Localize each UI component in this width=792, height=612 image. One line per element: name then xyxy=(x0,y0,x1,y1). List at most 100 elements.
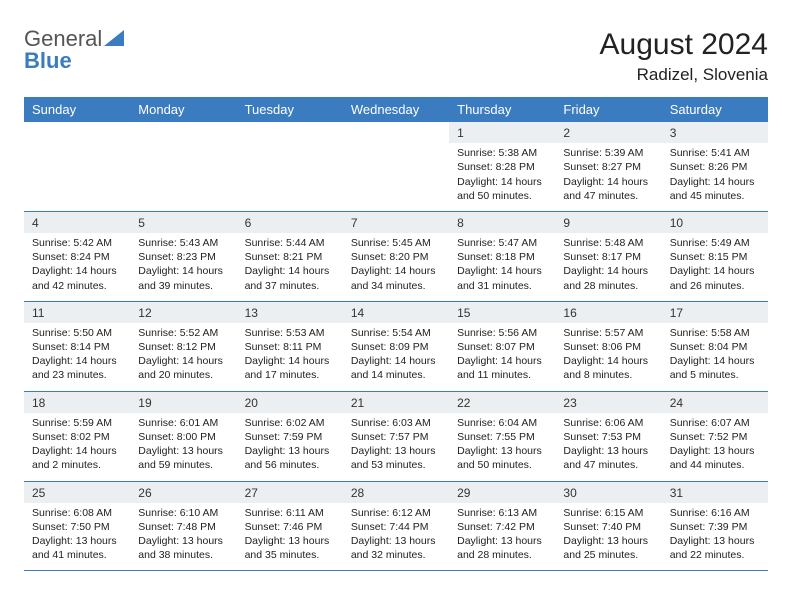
day-number-cell: 16 xyxy=(555,301,661,323)
col-thursday: Thursday xyxy=(449,97,555,122)
daynum-row: 45678910 xyxy=(24,211,768,233)
calendar-body: 123Sunrise: 5:38 AMSunset: 8:28 PMDaylig… xyxy=(24,122,768,571)
day-detail-line: and 38 minutes. xyxy=(138,548,228,562)
day-number: 23 xyxy=(555,392,661,413)
day-detail-line: Sunrise: 5:56 AM xyxy=(457,326,547,340)
day-cell-body: Sunrise: 5:52 AMSunset: 8:12 PMDaylight:… xyxy=(130,323,236,391)
day-number-cell: 8 xyxy=(449,211,555,233)
day-number-cell: 7 xyxy=(343,211,449,233)
day-detail-line: Daylight: 13 hours xyxy=(563,444,653,458)
day-number: 31 xyxy=(662,482,768,503)
day-detail-line: Sunset: 8:06 PM xyxy=(563,340,653,354)
calendar-table: Sunday Monday Tuesday Wednesday Thursday… xyxy=(24,97,768,571)
location: Radizel, Slovenia xyxy=(600,65,768,85)
month-title: August 2024 xyxy=(600,28,768,62)
col-monday: Monday xyxy=(130,97,236,122)
day-detail-line: Sunrise: 5:53 AM xyxy=(245,326,335,340)
day-cell-body: Sunrise: 6:10 AMSunset: 7:48 PMDaylight:… xyxy=(130,503,236,571)
day-detail-line: and 25 minutes. xyxy=(563,548,653,562)
day-detail-line: and 34 minutes. xyxy=(351,279,441,293)
day-cell: Sunrise: 5:39 AMSunset: 8:27 PMDaylight:… xyxy=(555,143,661,211)
day-detail-line: Daylight: 14 hours xyxy=(32,264,122,278)
day-detail-line: and 39 minutes. xyxy=(138,279,228,293)
day-detail-line: Sunrise: 5:45 AM xyxy=(351,236,441,250)
day-detail-line: Sunrise: 5:52 AM xyxy=(138,326,228,340)
day-cell: Sunrise: 5:50 AMSunset: 8:14 PMDaylight:… xyxy=(24,323,130,391)
day-cell-body: Sunrise: 5:49 AMSunset: 8:15 PMDaylight:… xyxy=(662,233,768,301)
day-detail-line: Daylight: 14 hours xyxy=(670,354,760,368)
day-detail-line: and 17 minutes. xyxy=(245,368,335,382)
day-number: 3 xyxy=(662,122,768,143)
day-cell: Sunrise: 6:11 AMSunset: 7:46 PMDaylight:… xyxy=(237,503,343,571)
day-number: 21 xyxy=(343,392,449,413)
day-cell: Sunrise: 6:16 AMSunset: 7:39 PMDaylight:… xyxy=(662,503,768,571)
day-cell-body: Sunrise: 5:50 AMSunset: 8:14 PMDaylight:… xyxy=(24,323,130,391)
day-detail-line: Sunset: 8:02 PM xyxy=(32,430,122,444)
day-detail-line: Sunrise: 5:50 AM xyxy=(32,326,122,340)
day-detail-line: Daylight: 14 hours xyxy=(457,175,547,189)
day-cell: Sunrise: 5:52 AMSunset: 8:12 PMDaylight:… xyxy=(130,323,236,391)
day-number: 26 xyxy=(130,482,236,503)
day-detail-line: Sunset: 7:53 PM xyxy=(563,430,653,444)
day-cell-body: Sunrise: 5:39 AMSunset: 8:27 PMDaylight:… xyxy=(555,143,661,211)
day-number-cell: 9 xyxy=(555,211,661,233)
day-cell-body: Sunrise: 6:15 AMSunset: 7:40 PMDaylight:… xyxy=(555,503,661,571)
day-detail-line: Sunrise: 5:41 AM xyxy=(670,146,760,160)
day-detail-line: and 37 minutes. xyxy=(245,279,335,293)
day-cell: Sunrise: 5:54 AMSunset: 8:09 PMDaylight:… xyxy=(343,323,449,391)
day-cell-body: Sunrise: 5:47 AMSunset: 8:18 PMDaylight:… xyxy=(449,233,555,301)
day-detail-line: Daylight: 13 hours xyxy=(670,534,760,548)
day-cell: Sunrise: 6:10 AMSunset: 7:48 PMDaylight:… xyxy=(130,503,236,571)
day-detail-line: and 28 minutes. xyxy=(457,548,547,562)
day-number: 24 xyxy=(662,392,768,413)
day-number-cell xyxy=(237,122,343,143)
day-number: 16 xyxy=(555,302,661,323)
col-tuesday: Tuesday xyxy=(237,97,343,122)
week-row: Sunrise: 5:50 AMSunset: 8:14 PMDaylight:… xyxy=(24,323,768,391)
day-number-cell: 31 xyxy=(662,481,768,503)
day-detail-line: Sunrise: 6:02 AM xyxy=(245,416,335,430)
day-number: 25 xyxy=(24,482,130,503)
week-row: Sunrise: 5:38 AMSunset: 8:28 PMDaylight:… xyxy=(24,143,768,211)
day-number: 15 xyxy=(449,302,555,323)
day-cell: Sunrise: 6:03 AMSunset: 7:57 PMDaylight:… xyxy=(343,413,449,481)
day-number: 11 xyxy=(24,302,130,323)
day-number: 30 xyxy=(555,482,661,503)
day-number-cell: 27 xyxy=(237,481,343,503)
day-detail-line: and 42 minutes. xyxy=(32,279,122,293)
day-number: 20 xyxy=(237,392,343,413)
day-detail-line: Sunset: 8:21 PM xyxy=(245,250,335,264)
day-number xyxy=(24,122,130,143)
day-number: 17 xyxy=(662,302,768,323)
day-detail-line: and 2 minutes. xyxy=(32,458,122,472)
day-detail-line: Sunset: 8:18 PM xyxy=(457,250,547,264)
day-detail-line: and 32 minutes. xyxy=(351,548,441,562)
day-cell-body: Sunrise: 5:43 AMSunset: 8:23 PMDaylight:… xyxy=(130,233,236,301)
day-cell: Sunrise: 5:58 AMSunset: 8:04 PMDaylight:… xyxy=(662,323,768,391)
day-detail-line: and 53 minutes. xyxy=(351,458,441,472)
day-cell-body: Sunrise: 5:54 AMSunset: 8:09 PMDaylight:… xyxy=(343,323,449,391)
day-detail-line: Sunrise: 5:38 AM xyxy=(457,146,547,160)
week-row: Sunrise: 5:42 AMSunset: 8:24 PMDaylight:… xyxy=(24,233,768,301)
day-cell: Sunrise: 5:56 AMSunset: 8:07 PMDaylight:… xyxy=(449,323,555,391)
day-detail-line: Daylight: 14 hours xyxy=(457,264,547,278)
day-detail-line: Daylight: 13 hours xyxy=(457,444,547,458)
weekday-header-row: Sunday Monday Tuesday Wednesday Thursday… xyxy=(24,97,768,122)
day-detail-line: Sunset: 8:26 PM xyxy=(670,160,760,174)
day-detail-line: Daylight: 14 hours xyxy=(351,354,441,368)
day-detail-line: Sunset: 7:59 PM xyxy=(245,430,335,444)
day-detail-line: and 45 minutes. xyxy=(670,189,760,203)
day-detail-line: and 28 minutes. xyxy=(563,279,653,293)
day-detail-line: Daylight: 14 hours xyxy=(138,354,228,368)
day-cell: Sunrise: 6:06 AMSunset: 7:53 PMDaylight:… xyxy=(555,413,661,481)
day-detail-line: and 44 minutes. xyxy=(670,458,760,472)
day-detail-line: and 22 minutes. xyxy=(670,548,760,562)
day-detail-line: and 41 minutes. xyxy=(32,548,122,562)
day-number-cell: 11 xyxy=(24,301,130,323)
day-number-cell: 14 xyxy=(343,301,449,323)
day-detail-line: Sunset: 7:44 PM xyxy=(351,520,441,534)
day-detail-line: and 47 minutes. xyxy=(563,458,653,472)
daynum-row: 11121314151617 xyxy=(24,301,768,323)
day-number-cell: 30 xyxy=(555,481,661,503)
day-number: 18 xyxy=(24,392,130,413)
